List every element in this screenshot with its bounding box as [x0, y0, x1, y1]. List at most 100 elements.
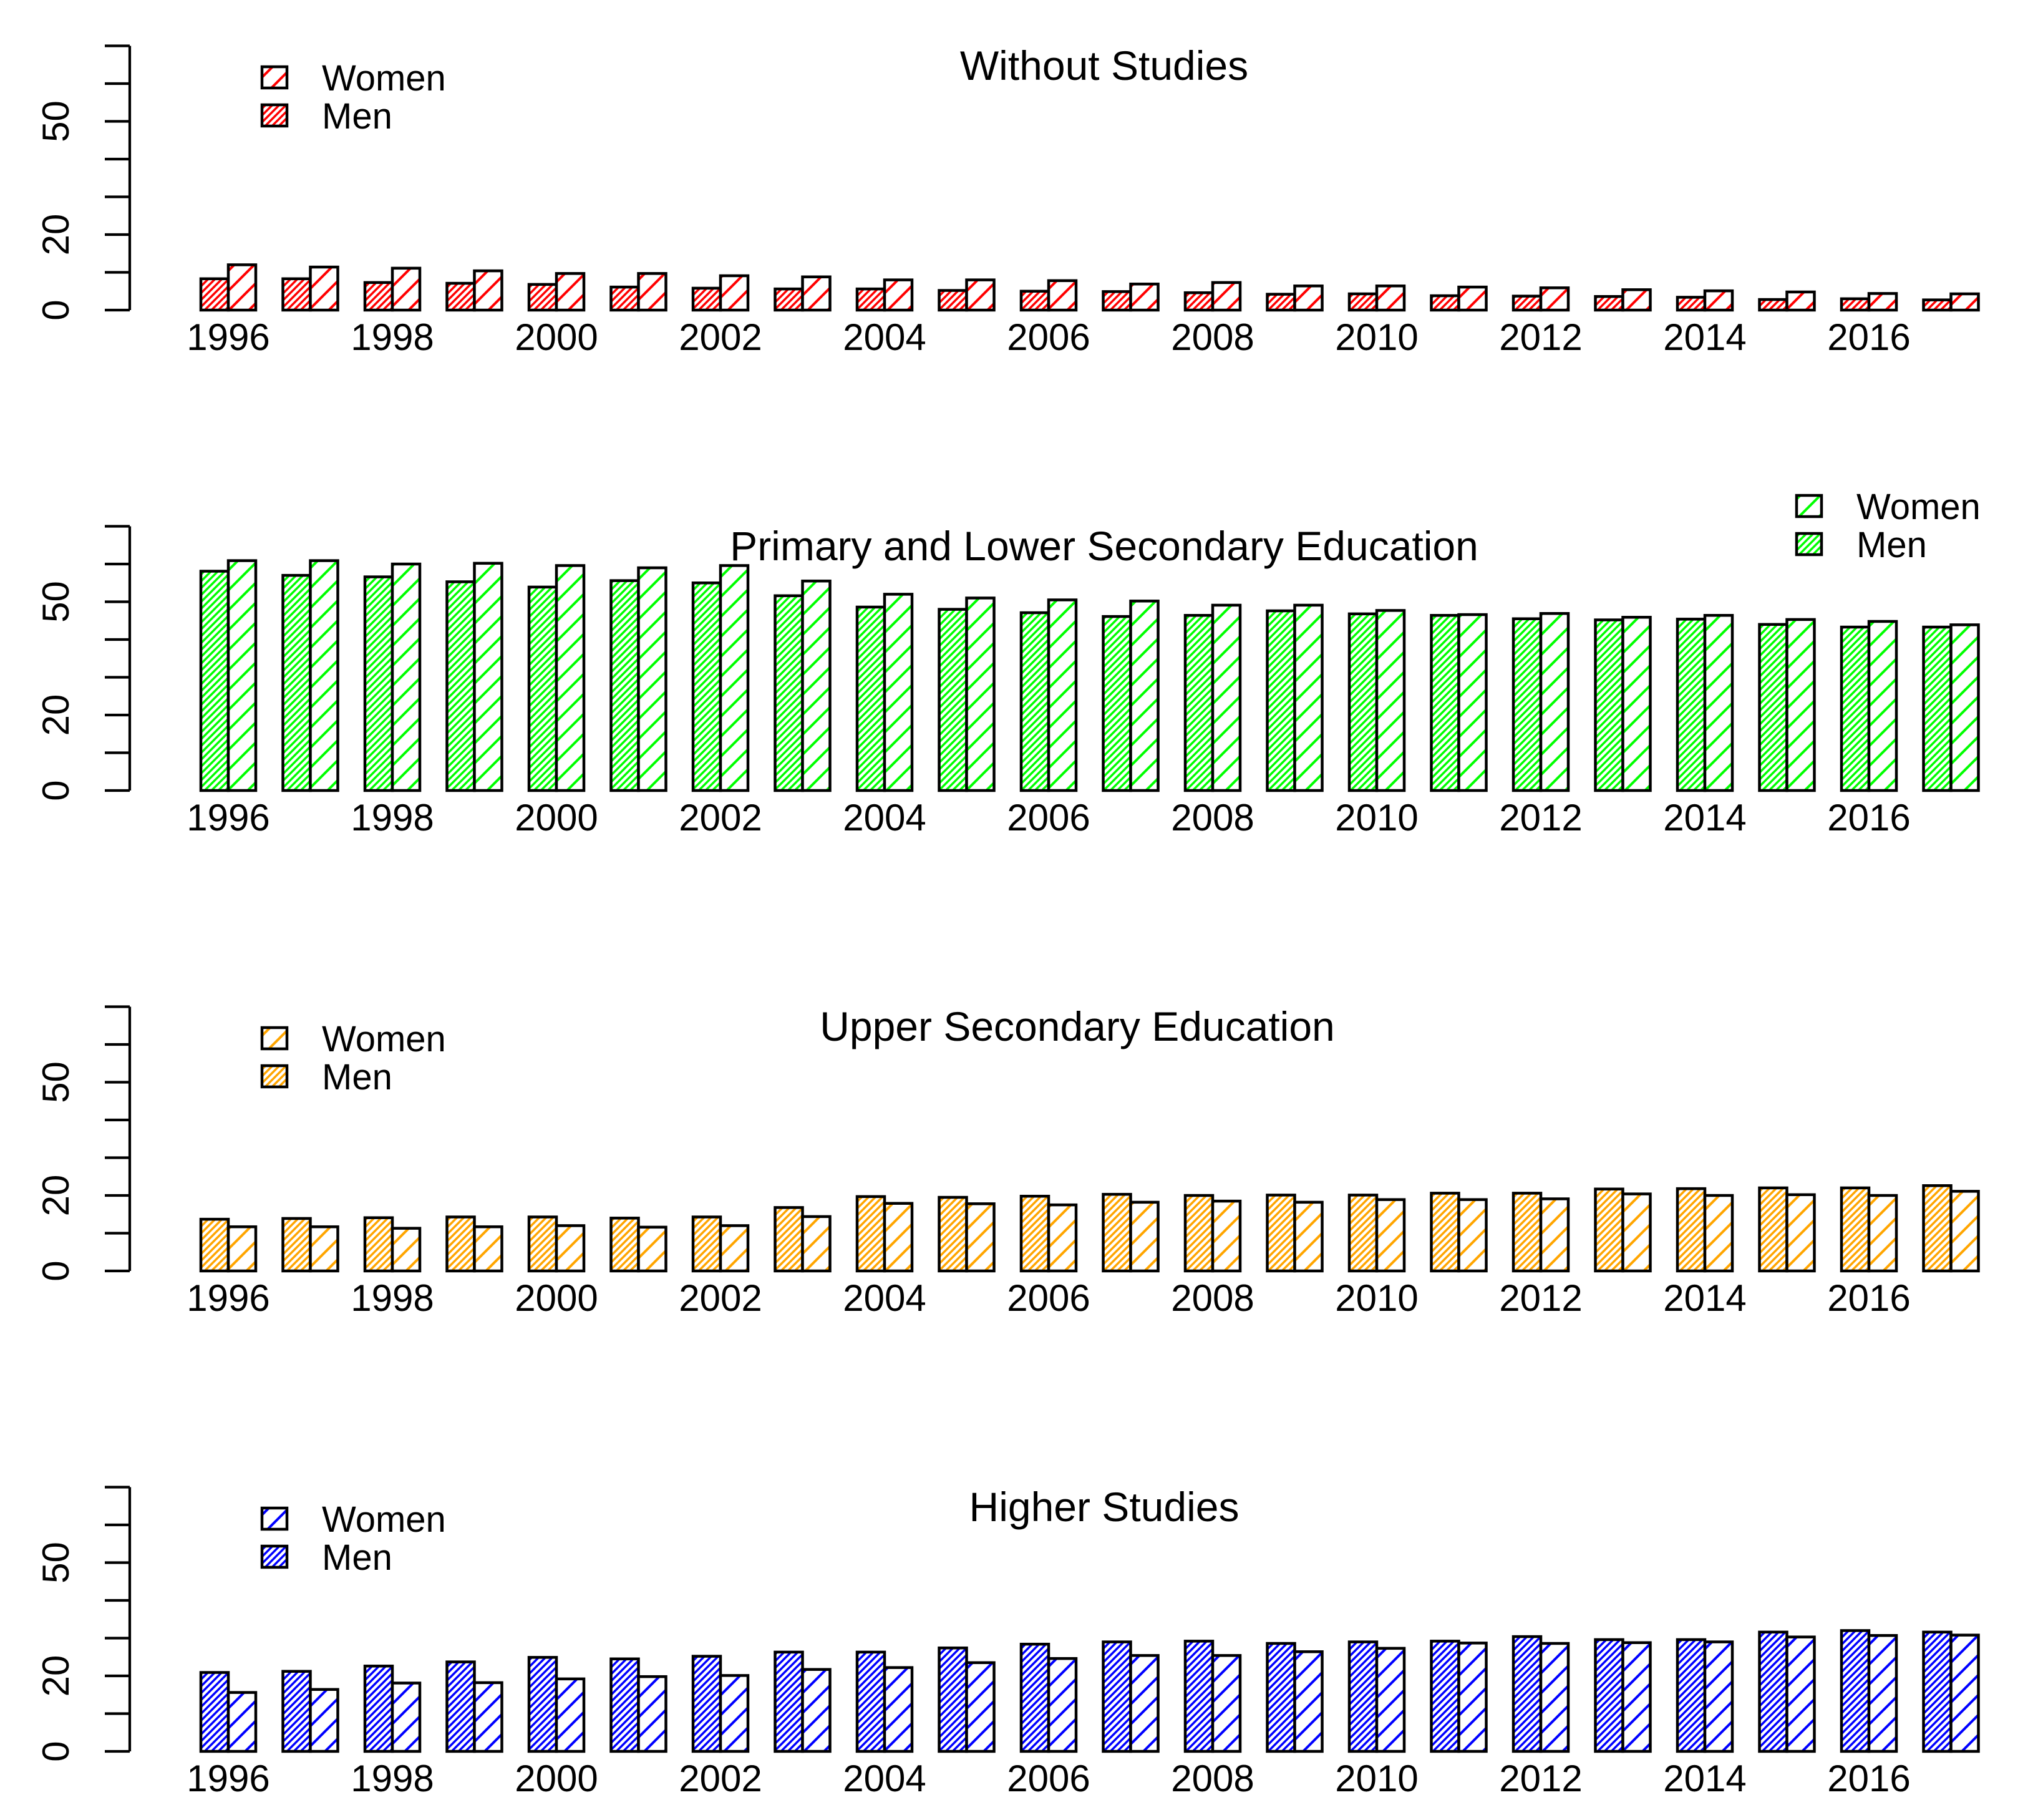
bar-women-2006: [1049, 1205, 1076, 1271]
bar-men-2003: [775, 1652, 803, 1751]
bar-men-1997: [283, 1671, 311, 1751]
x-tick-label: 2012: [1499, 316, 1582, 358]
bar-men-1996: [201, 1672, 228, 1751]
bar-women-2017: [1951, 1191, 1979, 1271]
bar-women-outline: [309, 559, 339, 792]
bar-women-2006: [1049, 280, 1076, 310]
bar-women-outline: [1785, 290, 1816, 312]
bar-women-outline: [391, 1681, 422, 1753]
bar-women-outline: [1211, 603, 1242, 792]
bar-women-2009: [1294, 1652, 1322, 1751]
x-tick-label: 2014: [1663, 1277, 1746, 1319]
bar-men-2016: [1841, 1187, 1869, 1271]
legend-swatch: [262, 1508, 287, 1529]
x-tick-label: 1996: [187, 1758, 269, 1799]
bar-women-outline: [391, 1227, 422, 1273]
bar-men-2013: [1595, 296, 1623, 310]
bar-women-2015: [1787, 1194, 1815, 1271]
panel-3: 0 20 50 1996 1998 2000 2002 2004 2006 2008 2010 201…: [35, 1003, 1980, 1319]
bar-women-2013: [1623, 290, 1651, 310]
bar-men-1998: [365, 577, 392, 791]
bar-men-2001: [611, 1658, 639, 1751]
y-tick-label: 20: [35, 1655, 77, 1697]
bar-men-2010: [1349, 293, 1377, 310]
x-tick-label: 2014: [1663, 1758, 1746, 1799]
bar-women-outline: [1129, 1200, 1160, 1273]
bar-women-2016: [1869, 621, 1896, 791]
bar-women-2010: [1377, 286, 1404, 310]
chart-title: Upper Secondary Education: [820, 1003, 1335, 1049]
x-tick-label: 2002: [679, 1277, 762, 1319]
bar-men-1996: [201, 1219, 228, 1271]
bar-women-2010: [1377, 610, 1404, 791]
bar-women-outline: [1539, 612, 1570, 792]
bar-men-2000: [529, 586, 556, 791]
bar-women-outline: [1129, 1654, 1160, 1753]
legend-swatch-outline: [260, 1506, 289, 1531]
x-tick-label: 1996: [187, 316, 269, 358]
bar-men-2004: [857, 1652, 885, 1751]
bar-women-2014: [1705, 291, 1732, 310]
bar-women-2002: [721, 565, 748, 791]
bar-women-2004: [885, 594, 912, 791]
bar-women-outline: [1949, 292, 1980, 312]
bar-women-2006: [1049, 600, 1076, 791]
bar-women-2001: [638, 1227, 666, 1271]
panel-4: 0 20 50 1996 1998 2000 2002 2004 2006 2008 2010 201…: [35, 1484, 1980, 1799]
bar-men-1996: [201, 571, 228, 791]
legend-label: Men: [322, 96, 392, 137]
bar-men-2005: [939, 290, 967, 310]
bar-women-outline: [1949, 623, 1980, 792]
bar-men-2010: [1349, 1195, 1377, 1271]
bar-women-2009: [1294, 605, 1322, 791]
x-tick-label: 2000: [515, 797, 598, 839]
legend-swatch-outline: [260, 103, 289, 128]
bar-women-1997: [310, 1227, 338, 1271]
bar-women-outline: [1621, 1192, 1652, 1273]
bar-women-2016: [1869, 1635, 1896, 1751]
bar-women-outline: [1047, 1203, 1078, 1273]
bar-women-outline: [309, 1688, 339, 1753]
bar-men-2003: [775, 289, 803, 310]
bar-women-2003: [802, 1669, 830, 1751]
bar-men-2014: [1677, 297, 1705, 310]
bar-men-1999: [447, 582, 475, 791]
bar-women-outline: [965, 278, 996, 312]
bar-women-2012: [1541, 288, 1568, 310]
bar-women-outline: [801, 275, 832, 312]
bar-men-2000: [529, 1657, 556, 1751]
x-tick-label: 2004: [843, 1758, 926, 1799]
bar-women-2006: [1049, 1658, 1076, 1751]
bar-men-1998: [365, 1217, 392, 1271]
bar-women-outline: [1703, 1194, 1734, 1273]
bar-women-2001: [638, 1676, 666, 1751]
bar-women-outline: [637, 1675, 667, 1753]
bar-men-2001: [611, 287, 639, 310]
bar-women-outline: [1047, 279, 1078, 312]
x-tick-label: 2004: [843, 797, 926, 839]
bar-women-1998: [392, 268, 420, 310]
x-tick-label: 1996: [187, 797, 269, 839]
bar-women-outline: [1949, 1633, 1980, 1753]
bar-women-2003: [802, 1216, 830, 1271]
x-tick-label: 1998: [351, 1277, 434, 1319]
bar-men-2017: [1923, 299, 1951, 310]
bar-men-2012: [1513, 296, 1541, 310]
bar-women-2002: [721, 275, 748, 310]
bar-women-outline: [1293, 1650, 1324, 1753]
bar-men-2008: [1185, 1641, 1213, 1751]
x-tick-label: 1998: [351, 316, 434, 358]
y-tick-label: 50: [35, 1061, 77, 1103]
bar-women-outline: [965, 1202, 996, 1273]
x-tick-label: 2004: [843, 1277, 926, 1319]
bar-women-2015: [1787, 291, 1815, 310]
bar-women-2013: [1623, 1194, 1651, 1271]
bar-women-2012: [1541, 1199, 1568, 1271]
bar-women-1997: [310, 1689, 338, 1751]
bar-men-2007: [1103, 291, 1131, 310]
bar-women-outline: [226, 263, 258, 312]
bar-women-outline: [555, 1677, 586, 1753]
